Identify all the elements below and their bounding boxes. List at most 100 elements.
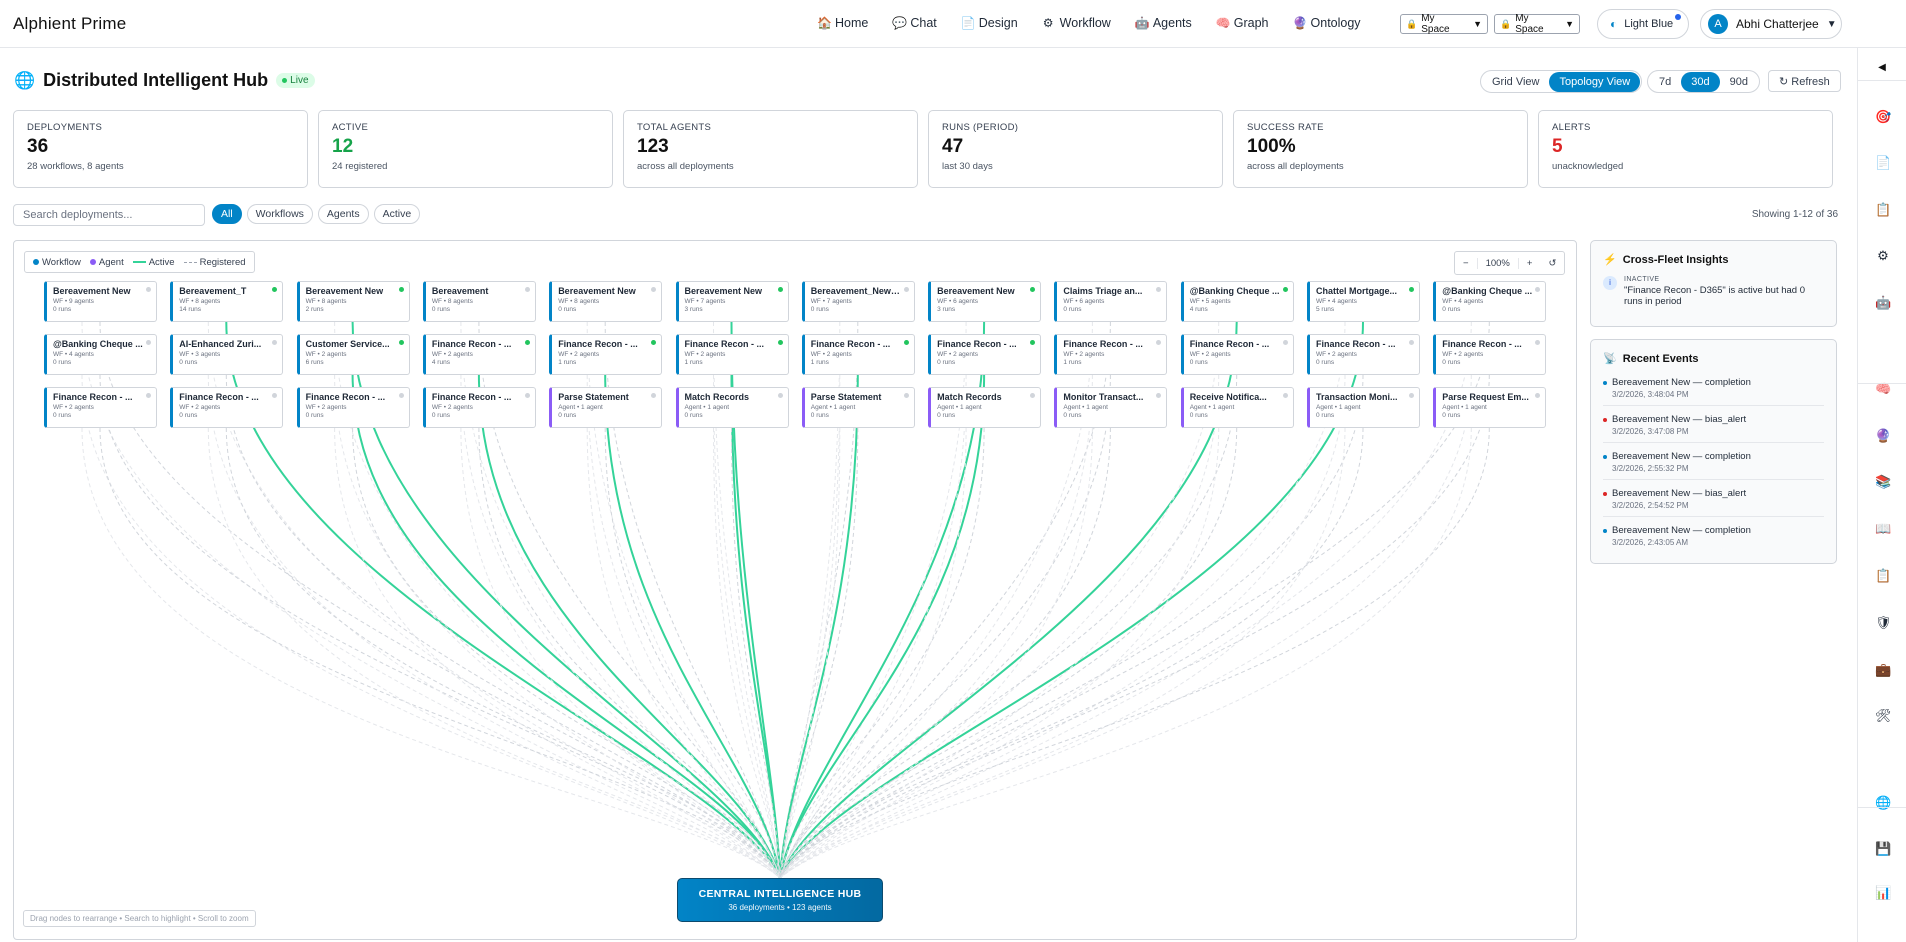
central-hub-node[interactable]: CENTRAL INTELLIGENCE HUB 36 deployments … — [677, 878, 883, 922]
event-item[interactable]: Bereavement New — completion 3/2/2026, 2:… — [1603, 443, 1824, 480]
space-select-1[interactable]: 🔒 My Space ▼ — [1400, 13, 1488, 35]
workflow-node[interactable]: Bereavement New WF • 8 agents 2 runs — [296, 281, 410, 322]
periodToggle-option-30d[interactable]: 30d — [1682, 72, 1719, 91]
zoom-out-button[interactable]: − — [1463, 257, 1469, 269]
workflow-node[interactable]: Finance Recon - ... WF • 2 agents 1 runs — [1054, 334, 1168, 375]
brain-icon[interactable]: 🧠 — [1875, 381, 1892, 396]
workflow-node[interactable]: Customer Service... WF • 2 agents 6 runs — [296, 334, 410, 375]
workflow-node[interactable]: @Banking Cheque ... WF • 4 agents 0 runs — [1433, 281, 1547, 322]
periodToggle-option-7d[interactable]: 7d — [1659, 75, 1672, 88]
edge-registered — [460, 427, 781, 879]
workflow-node[interactable]: Finance Recon - ... WF • 2 agents 0 runs — [296, 387, 410, 428]
agent-node[interactable]: Parse Statement Agent • 1 agent 0 runs — [549, 387, 663, 428]
event-item[interactable]: Bereavement New — completion 3/2/2026, 3:… — [1603, 369, 1824, 406]
target-icon[interactable]: 🎯 — [1875, 109, 1892, 124]
workflow-node[interactable]: Finance Recon - ... WF • 2 agents 0 runs — [1180, 334, 1294, 375]
workflow-node[interactable]: Bereavement New WF • 6 agents 3 runs — [928, 281, 1042, 322]
node-title: @Banking Cheque ... — [1442, 286, 1533, 296]
zoom-in-button[interactable]: + — [1526, 257, 1533, 269]
filter-chip-agents[interactable]: Agents — [317, 204, 369, 224]
filter-chip-all[interactable]: All — [212, 204, 242, 224]
edge-registered — [779, 427, 859, 879]
workflow-node[interactable]: Finance Recon - ... WF • 2 agents 0 runs — [928, 334, 1042, 375]
refresh-button[interactable]: ↻ Refresh — [1768, 70, 1841, 92]
filter-chip-active[interactable]: Active — [373, 204, 421, 224]
node-title: Bereavement New — [937, 286, 1015, 296]
workflow-node[interactable]: Finance Recon - ... WF • 2 agents 0 runs — [1307, 334, 1420, 375]
workflow-node[interactable]: @Banking Cheque ... WF • 5 agents 4 runs — [1180, 281, 1294, 322]
theme-button[interactable]: ◐ Light Blue — [1597, 9, 1689, 39]
agent-node[interactable]: Parse Statement Agent • 1 agent 0 runs — [801, 387, 915, 428]
workflow-node[interactable]: Finance Recon - ... WF • 2 agents 0 runs — [170, 387, 284, 428]
agent-node[interactable]: Receive Notifica... Agent • 1 agent 0 runs — [1180, 387, 1294, 428]
workflow-node[interactable]: Claims Triage an... WF • 6 agents 0 runs — [1054, 281, 1168, 322]
save-icon[interactable]: 💾 — [1875, 841, 1892, 856]
agent-node[interactable]: Match Records Agent • 1 agent 0 runs — [675, 387, 789, 428]
workflow-node[interactable]: Chattel Mortgage... WF • 4 agents 5 runs — [1307, 281, 1420, 322]
space-select-2[interactable]: 🔒 My Space ▼ — [1494, 13, 1580, 35]
viewToggle-option-topology-view[interactable]: Topology View — [1550, 72, 1640, 91]
chevron-down-icon: ▼ — [1473, 19, 1482, 29]
search-input[interactable] — [13, 204, 205, 226]
workflow-node[interactable]: Finance Recon - ... WF • 2 agents 0 runs — [1433, 334, 1547, 375]
collapse-icon[interactable]: ◀ — [1878, 62, 1886, 73]
edge-registered — [779, 374, 1093, 879]
workflow-node[interactable]: Bereavement_T WF • 8 agents 14 runs — [170, 281, 284, 322]
clipboard-icon[interactable]: 📋 — [1875, 202, 1892, 217]
workflow-node[interactable]: AI-Enhanced Zuri... WF • 3 agents 0 runs — [170, 334, 284, 375]
workflow-node[interactable]: Bereavement WF • 8 agents 0 runs — [422, 281, 536, 322]
doc-icon[interactable]: 📄 — [1875, 155, 1892, 170]
crystal-ball-icon[interactable]: 🔮 — [1875, 428, 1892, 443]
insight-item[interactable]: i INACTIVE "Finance Recon - D365" is act… — [1591, 266, 1836, 307]
edge-registered — [779, 427, 1220, 879]
nav-agents[interactable]: 🤖 Agents — [1134, 16, 1192, 30]
workflow-node[interactable]: Finance Recon - ... WF • 2 agents 0 runs — [44, 387, 157, 428]
topology-canvas[interactable]: Workflow Agent Active Registered − 100% … — [13, 240, 1577, 940]
reset-view-button[interactable]: ↺ — [1548, 257, 1557, 269]
user-menu-button[interactable]: A Abhi Chatterjee ▼ — [1700, 9, 1842, 39]
nav-graph[interactable]: 🧠 Graph — [1215, 16, 1269, 30]
event-item[interactable]: Bereavement New — bias_alert 3/2/2026, 3:… — [1603, 406, 1824, 443]
nav-ontology[interactable]: 🔮 Ontology — [1292, 16, 1361, 30]
status-dot-icon — [398, 393, 404, 398]
periodToggle-option-90d[interactable]: 90d — [1729, 75, 1748, 88]
viewToggle-option-grid-view[interactable]: Grid View — [1492, 75, 1540, 88]
robot-icon[interactable]: 🤖 — [1875, 295, 1892, 310]
workflow-node[interactable]: Finance Recon - ... WF • 2 agents 1 runs — [801, 334, 915, 375]
workflow-node[interactable]: Bereavement New WF • 9 agents 0 runs — [44, 281, 157, 322]
tools-icon[interactable]: 🛠 — [1875, 708, 1892, 723]
stat-card-total-agents: TOTAL AGENTS 123 across all deployments — [623, 110, 918, 188]
workflow-node[interactable]: Finance Recon - ... WF • 2 agents 1 runs — [675, 334, 789, 375]
clipboard-icon[interactable]: 📋 — [1875, 568, 1892, 583]
workflow-node[interactable]: Bereavement New WF • 7 agents 3 runs — [675, 281, 789, 322]
workflow-node[interactable]: Finance Recon - ... WF • 2 agents 4 runs — [422, 334, 536, 375]
node-meta: WF • 2 agents — [684, 351, 726, 358]
book-icon[interactable]: 📖 — [1875, 521, 1892, 536]
workflow-node[interactable]: Bereavement_New_... WF • 7 agents 0 runs — [801, 281, 915, 322]
node-runs: 0 runs — [1189, 359, 1208, 366]
agent-node[interactable]: Transaction Moni... Agent • 1 agent 0 runs — [1307, 387, 1420, 428]
app-brand[interactable]: Alphient Prime — [13, 14, 127, 33]
nav-chat[interactable]: 💬 Chat — [892, 16, 937, 30]
nav-home[interactable]: 🏠 Home — [817, 16, 869, 30]
shield-icon[interactable]: 🛡 — [1875, 615, 1892, 630]
nav-design[interactable]: 📄 Design — [960, 16, 1018, 30]
chart-icon[interactable]: 📊 — [1875, 885, 1892, 900]
agent-node[interactable]: Monitor Transact... Agent • 1 agent 0 runs — [1054, 387, 1168, 428]
books-icon[interactable]: 📚 — [1875, 474, 1892, 489]
status-dot-icon — [1282, 393, 1288, 398]
globe-icon[interactable]: 🌐 — [1875, 795, 1892, 810]
workflow-node[interactable]: Finance Recon - ... WF • 2 agents 0 runs — [422, 387, 536, 428]
edge-registered — [779, 427, 1472, 879]
workflow-node[interactable]: Finance Recon - ... WF • 2 agents 1 runs — [549, 334, 663, 375]
event-item[interactable]: Bereavement New — completion 3/2/2026, 2:… — [1603, 517, 1824, 553]
event-item[interactable]: Bereavement New — bias_alert 3/2/2026, 2:… — [1603, 480, 1824, 517]
filter-chip-workflows[interactable]: Workflows — [246, 204, 313, 224]
agent-node[interactable]: Match Records Agent • 1 agent 0 runs — [928, 387, 1042, 428]
agent-node[interactable]: Parse Request Em... Agent • 1 agent 0 runs — [1433, 387, 1547, 428]
nav-workflow[interactable]: ⚙ Workflow — [1042, 16, 1111, 30]
gear-icon[interactable]: ⚙ — [1877, 248, 1889, 263]
workflow-node[interactable]: @Banking Cheque ... WF • 4 agents 0 runs — [44, 334, 157, 375]
briefcase-icon[interactable]: 💼 — [1875, 662, 1892, 677]
workflow-node[interactable]: Bereavement New WF • 8 agents 0 runs — [549, 281, 663, 322]
